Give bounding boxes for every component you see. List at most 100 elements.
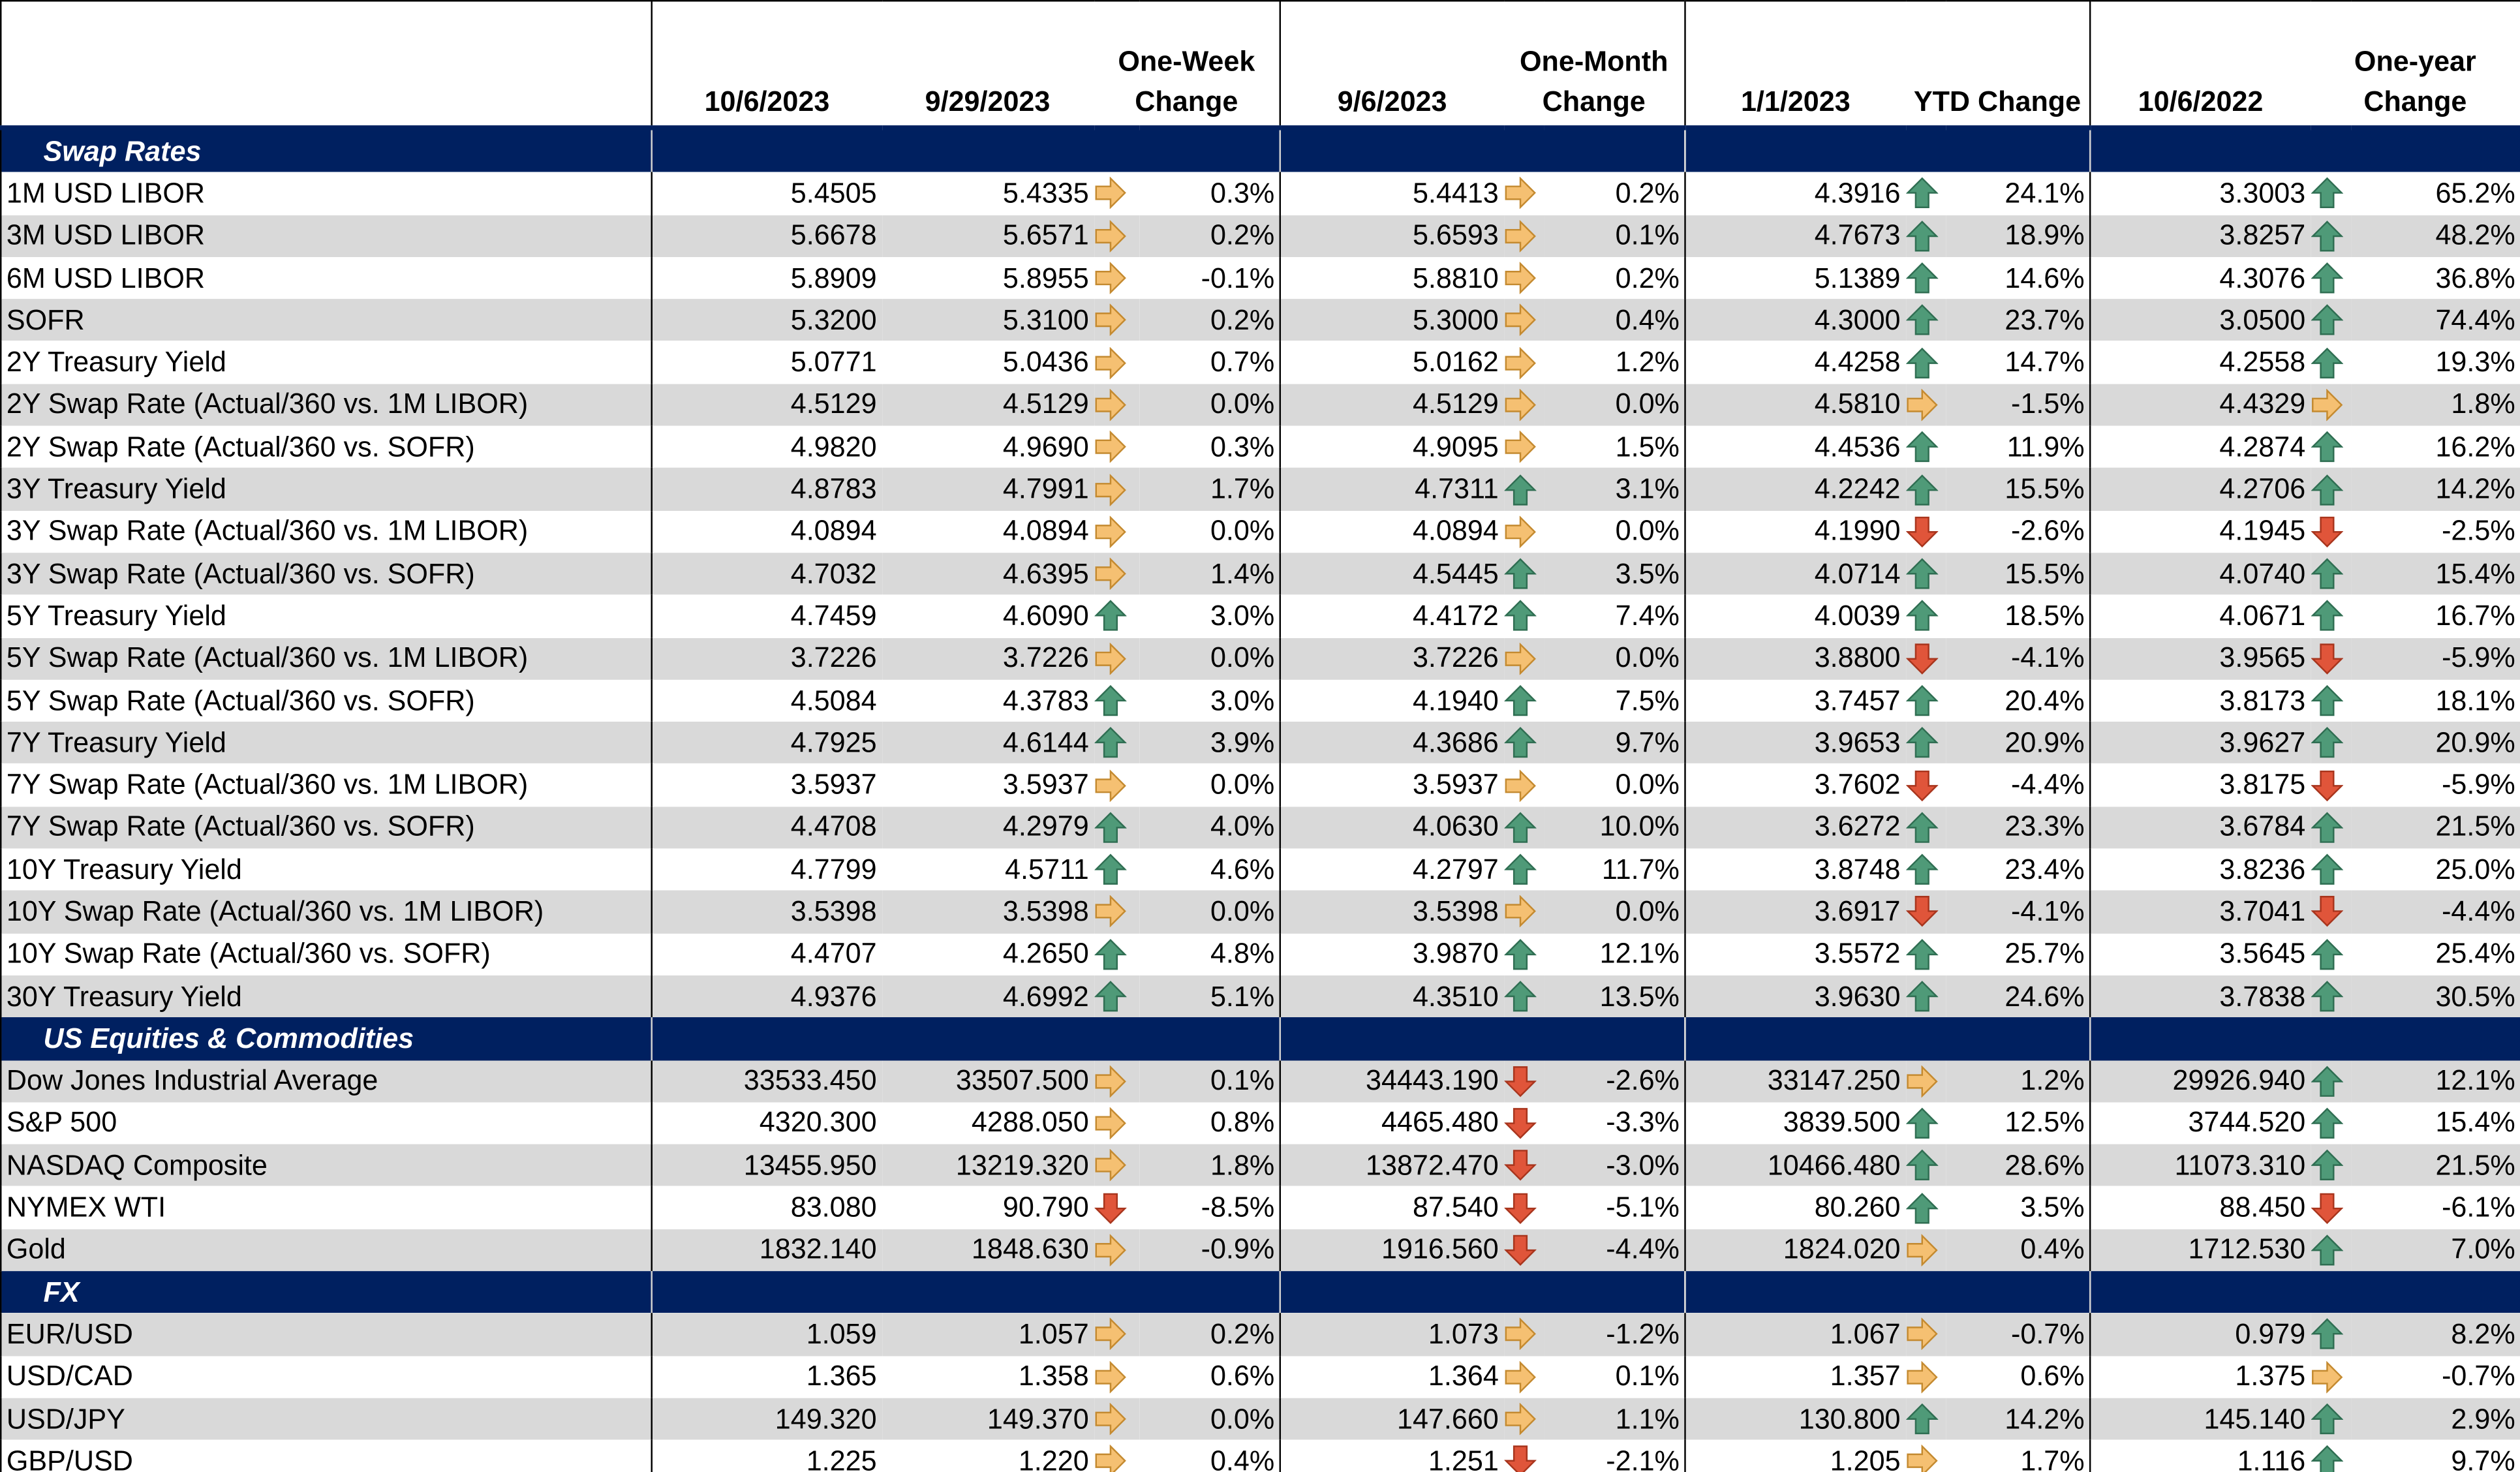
value-cell: 14.7% bbox=[2005, 345, 2085, 378]
value-cell: 3.8175 bbox=[2089, 763, 2311, 806]
arrow-up bbox=[2310, 1065, 2343, 1097]
arrow-cell bbox=[1503, 1313, 1544, 1356]
arrow-cell bbox=[1905, 849, 1946, 891]
value-cell: 0.0% bbox=[1543, 637, 1685, 680]
value-cell: 3.5% bbox=[1543, 553, 1685, 595]
arrow-shape bbox=[1094, 346, 1126, 379]
value-cell: 4.1940 bbox=[1279, 679, 1504, 722]
value-cell: 3.8748 bbox=[1684, 848, 1905, 891]
arrow-shape bbox=[1504, 1403, 1535, 1435]
arrow-cell bbox=[1503, 806, 1544, 849]
value-cell: 4.5129 bbox=[881, 384, 1094, 426]
arrow-shape bbox=[1094, 1149, 1126, 1182]
arrow-shape bbox=[1503, 474, 1536, 505]
arrow-shape bbox=[1905, 305, 1938, 336]
value-cell: 4.9690 bbox=[1002, 430, 1089, 463]
arrow-cell bbox=[1905, 1187, 1946, 1229]
data-row: 2Y Swap Rate (Actual/360 vs. 1M LIBOR) 4.… bbox=[1, 384, 2520, 426]
arrow-shape bbox=[2311, 1360, 2343, 1393]
arrow-shape bbox=[1905, 1107, 1938, 1139]
arrow-cell bbox=[1905, 215, 1946, 257]
data-row: NASDAQ Composite 13455.950 13219.320 1.8% 13… bbox=[1, 1144, 2520, 1187]
arrow-shape bbox=[1094, 388, 1126, 422]
value-cell: 33147.250 bbox=[1684, 1060, 1905, 1103]
arrow-right bbox=[1906, 1360, 1937, 1393]
row-label: 5Y Treasury Yield bbox=[6, 599, 226, 632]
value-cell: 0.0% bbox=[1210, 514, 1275, 547]
value-cell: 0.0% bbox=[1543, 891, 1685, 934]
arrow-shape bbox=[1094, 1403, 1126, 1435]
arrow-shape bbox=[1094, 1234, 1126, 1266]
arrow-shape bbox=[1905, 346, 1938, 378]
arrow-shape bbox=[1094, 769, 1126, 801]
arrow-cell bbox=[1503, 595, 1544, 637]
arrow-cell bbox=[2310, 172, 2351, 215]
row-label: 3Y Swap Rate (Actual/360 vs. SOFR) bbox=[1, 553, 652, 595]
value-cell: 13455.950 bbox=[651, 1144, 882, 1187]
arrow-cell bbox=[2310, 1060, 2351, 1103]
value-cell: 21.5% bbox=[2350, 806, 2520, 849]
arrow-up bbox=[1905, 474, 1938, 505]
arrow-up bbox=[2310, 1403, 2343, 1435]
arrow-up bbox=[1503, 727, 1536, 758]
value-cell: 0.3% bbox=[1210, 430, 1275, 463]
value-cell: 0.4% bbox=[1210, 1444, 1275, 1472]
arrow-shape bbox=[1094, 981, 1126, 1012]
value-cell: 4.0740 bbox=[2089, 553, 2311, 595]
section-fill bbox=[2089, 1017, 2520, 1060]
arrow-cell bbox=[1905, 1313, 1946, 1356]
arrow-shape bbox=[2310, 1234, 2343, 1266]
arrow-up bbox=[2310, 305, 2343, 336]
arrow-cell bbox=[1905, 468, 1946, 511]
value-cell: 0.1% bbox=[1543, 215, 1685, 257]
arrow-shape bbox=[2310, 431, 2343, 463]
arrow-cell bbox=[2310, 764, 2351, 806]
arrow-cell bbox=[1094, 891, 1139, 934]
value-cell: 4.6090 bbox=[1002, 599, 1089, 632]
arrow-cell bbox=[1503, 722, 1544, 764]
value-cell: 87.540 bbox=[1279, 1186, 1504, 1229]
arrow-right bbox=[1094, 304, 1126, 337]
arrow-right bbox=[1504, 515, 1535, 548]
arrow-up bbox=[2310, 177, 2343, 209]
arrow-up bbox=[1094, 981, 1126, 1012]
arrow-cell bbox=[1905, 1229, 1946, 1272]
row-label: Gold bbox=[1, 1229, 652, 1272]
arrow-cell bbox=[1503, 1398, 1544, 1441]
arrow-shape bbox=[1905, 727, 1938, 758]
value-cell: 4.2874 bbox=[2089, 425, 2311, 468]
value-cell: -0.7% bbox=[2442, 1360, 2515, 1392]
section-fill bbox=[2089, 127, 2520, 173]
section-fill bbox=[1684, 127, 2091, 173]
section-title: Swap Rates bbox=[1, 127, 652, 173]
arrow-cell bbox=[1094, 1187, 1139, 1229]
row-label: SOFR bbox=[1, 299, 652, 342]
arrow-shape bbox=[2310, 1065, 2343, 1097]
section-title: FX bbox=[1, 1271, 652, 1313]
arrow-cell bbox=[2310, 1187, 2351, 1229]
value-cell: 4.1945 bbox=[2089, 510, 2311, 553]
value-cell: 1.365 bbox=[651, 1355, 882, 1398]
value-cell: -2.5% bbox=[2442, 514, 2515, 547]
arrow-shape bbox=[1906, 1065, 1937, 1097]
value-cell: 4.3916 bbox=[1684, 172, 1905, 215]
row-label: 3Y Swap Rate (Actual/360 vs. 1M LIBOR) bbox=[6, 514, 529, 547]
arrow-cell bbox=[1905, 891, 1946, 934]
arrow-shape bbox=[1905, 262, 1938, 294]
arrow-cell bbox=[1094, 257, 1139, 299]
value-cell: 74.4% bbox=[2350, 299, 2520, 342]
data-row: 2Y Swap Rate (Actual/360 vs. SOFR) 4.9820… bbox=[1, 425, 2520, 468]
arrow-right bbox=[1504, 1360, 1535, 1393]
arrow-cell bbox=[1503, 975, 1544, 1018]
arrow-down bbox=[1503, 1066, 1536, 1097]
value-cell: 3.6272 bbox=[1684, 806, 1905, 849]
value-cell: 4.0894 bbox=[1279, 510, 1504, 553]
arrow-right bbox=[1504, 177, 1535, 210]
value-cell: 1.2% bbox=[1615, 345, 1680, 378]
arrow-shape bbox=[1504, 219, 1535, 253]
section-fill bbox=[651, 1271, 1280, 1313]
arrow-down bbox=[2310, 516, 2343, 547]
value-cell: 4.7991 bbox=[881, 468, 1094, 511]
arrow-shape bbox=[2310, 938, 2343, 970]
